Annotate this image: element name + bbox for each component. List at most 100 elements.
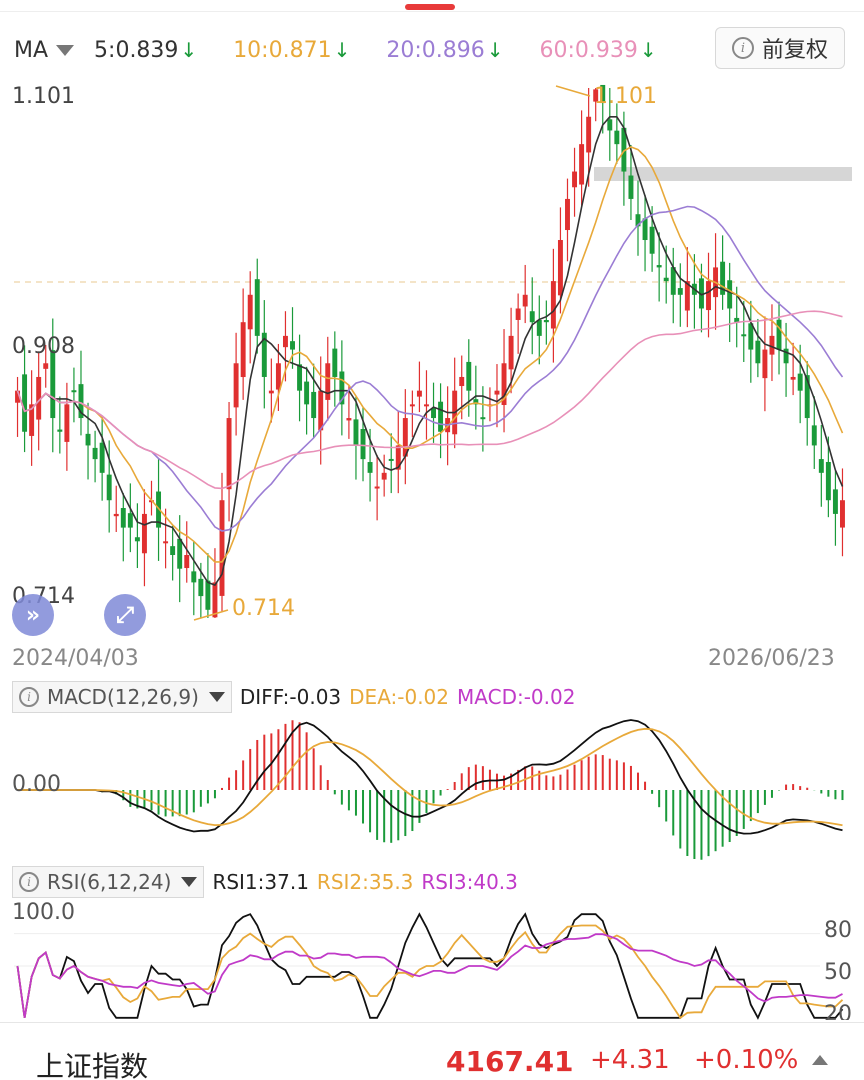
candle-body	[579, 144, 585, 185]
ma20-line	[16, 205, 844, 532]
ma60-value: 60:0.939 ↓	[540, 38, 675, 63]
candle-body	[50, 350, 56, 419]
ma-dropdown-icon[interactable]	[56, 44, 75, 56]
candle-body	[191, 571, 197, 583]
candle-body	[275, 363, 281, 390]
macd-diff: DIFF:-0.03	[239, 685, 342, 709]
expand-up-icon[interactable]	[812, 1055, 828, 1065]
candle-body	[282, 335, 288, 348]
candle-body	[776, 319, 782, 350]
gray-band	[594, 167, 852, 181]
candle-body	[635, 214, 641, 227]
candle-body	[586, 116, 592, 153]
candle-body	[71, 390, 77, 393]
top-handle	[0, 0, 864, 12]
fullscreen-icon[interactable]: ⤢	[104, 594, 146, 636]
candle-body	[543, 320, 549, 323]
ma5-line	[16, 116, 844, 587]
candle-body	[466, 361, 472, 391]
candle-body	[769, 335, 775, 355]
dropdown-icon	[181, 877, 198, 887]
candle-body	[607, 119, 613, 131]
candle-body	[290, 341, 295, 350]
macd-name: MACD(12,26,9)	[47, 685, 199, 709]
candlestick-chart[interactable]	[0, 0, 864, 1020]
candle-body	[374, 486, 380, 489]
macd-header: i MACD(12,26,9) DIFF:-0.03 DEA:-0.02 MAC…	[12, 681, 575, 713]
candle-body	[127, 513, 133, 528]
rsi2-line	[16, 924, 844, 1020]
candle-body	[367, 462, 373, 473]
candle-body	[360, 429, 366, 460]
candle-body	[529, 311, 535, 323]
top-divider	[0, 11, 864, 12]
candle-body	[22, 374, 28, 432]
candle-body	[840, 500, 845, 528]
candle-body	[268, 390, 274, 394]
candle-body	[99, 442, 105, 473]
candle-body	[247, 294, 253, 330]
macd-diff-line	[17, 719, 843, 835]
candle-body	[825, 461, 831, 501]
index-price: 4167.41	[446, 1045, 574, 1078]
candle-body	[240, 322, 246, 378]
ma10-value: 10:0.871 ↓	[233, 38, 368, 63]
candle-body	[134, 537, 140, 542]
candle-body	[212, 582, 218, 618]
high-marker-line	[555, 85, 591, 97]
candle-body	[473, 399, 479, 405]
candle-body	[395, 445, 401, 470]
macd-dea-line	[17, 727, 843, 827]
adjust-button[interactable]: i 前复权	[715, 27, 845, 69]
ma20-text: 20:0.896	[386, 37, 485, 63]
candle-body	[205, 580, 211, 610]
candle-body	[734, 317, 740, 323]
candle-body	[353, 419, 359, 446]
candle-body	[113, 513, 119, 517]
low-marker-label: 0.714	[232, 596, 295, 621]
candle-body	[515, 308, 521, 320]
candle-body	[677, 288, 683, 295]
high-marker-label: 1.101	[594, 84, 657, 109]
info-icon: i	[19, 687, 39, 707]
candle-body	[78, 384, 84, 419]
candle-body	[64, 404, 70, 442]
candle-body	[628, 175, 634, 199]
ma-label[interactable]: MA	[14, 37, 49, 63]
index-footer[interactable]: 上证指数 4167.41 +4.31 +0.10%	[0, 1022, 864, 1080]
candle-body	[706, 281, 711, 311]
candle-body	[409, 404, 415, 407]
drag-handle[interactable]	[405, 4, 455, 10]
candle-body	[261, 332, 267, 377]
fast-forward-icon[interactable]: »	[12, 594, 54, 636]
candle-body	[550, 281, 556, 329]
end-date: 2026/06/23	[708, 646, 835, 671]
rsi-20-label: 20	[824, 1002, 852, 1020]
candle-body	[346, 418, 352, 421]
candle-body	[85, 433, 91, 446]
candle-body	[36, 376, 42, 420]
ma-legend: MA 5:0.839 ↓ 10:0.871 ↓ 20:0.896 ↓ 60:0.939…	[14, 32, 693, 68]
candle-body	[43, 363, 49, 369]
rsi1-line	[16, 912, 844, 1020]
candle-body	[684, 281, 690, 311]
ma10-line	[16, 146, 844, 563]
candle-body	[508, 335, 514, 370]
rsi-top-label: 100.0	[12, 900, 75, 925]
candle-body	[15, 390, 20, 403]
rsi-80-label: 80	[824, 918, 852, 943]
rsi1-value: RSI1:37.1	[212, 870, 309, 894]
candle-body	[163, 541, 169, 544]
macd-selector[interactable]: i MACD(12,26,9)	[12, 681, 232, 713]
candle-body	[614, 130, 620, 145]
ma20-value: 20:0.896 ↓	[386, 38, 521, 63]
candle-body	[106, 474, 112, 501]
candle-body	[219, 500, 225, 596]
rsi-selector[interactable]: i RSI(6,12,24)	[12, 866, 205, 898]
candle-body	[339, 371, 345, 405]
candle-body	[29, 404, 35, 436]
candle-body	[755, 340, 761, 364]
candle-body	[572, 171, 578, 188]
down-arrow-icon: ↓	[486, 37, 504, 62]
